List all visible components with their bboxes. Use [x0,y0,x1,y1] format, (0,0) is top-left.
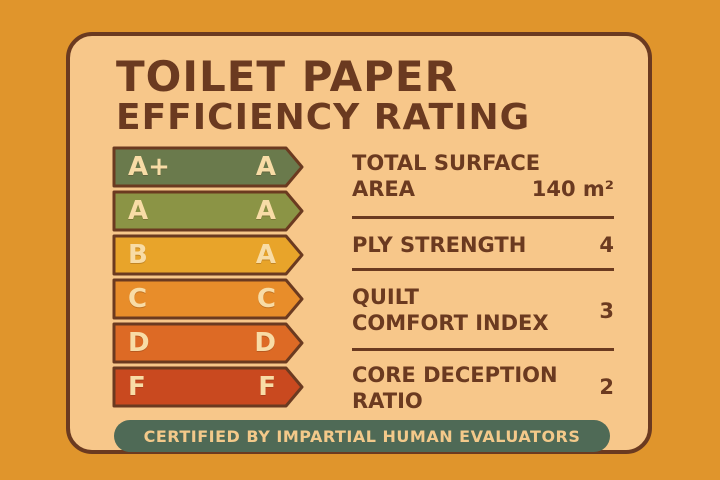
attribute-core-deception-ratio: CORE DECEPTION RATIO 2 [352,360,614,416]
attribute-label-line1: TOTAL SURFACE [352,151,541,175]
rating-arrow-1 [112,190,304,232]
rating-score-label: A [255,240,276,270]
divider [352,216,614,219]
attribute-quilt-comfort-index: QUILT COMFORT INDEX 3 [352,282,614,338]
rating-arrow-0 [112,146,304,188]
divider [352,348,614,351]
attribute-label-line1: QUILT [352,285,419,309]
rating-arrow-3 [112,278,304,320]
rating-class-label: D [128,328,150,358]
title-line-2: EFFICIENCY RATING [116,97,531,138]
attribute-label-line1: CORE DECEPTION [352,363,558,387]
rating-card: TOILET PAPER EFFICIENCY RATING A+ A A A B A C C… [66,32,652,454]
attribute-label-line2: COMFORT INDEX [352,311,549,335]
attribute-value: 140 m² [531,177,614,201]
certification-banner: CERTIFIED BY IMPARTIAL HUMAN EVALUATORS [114,420,610,452]
rating-class-label: A [128,196,149,226]
rating-class-label: C [128,284,148,314]
attribute-value: 4 [599,233,614,257]
attribute-value: 2 [599,375,614,399]
rating-score-label: A [255,152,276,182]
rating-score-label: D [254,328,276,358]
attribute-total-surface-area: TOTAL SURFACE AREA 140 m² [352,148,614,204]
divider [352,268,614,271]
attribute-label-line1: PLY STRENGTH [352,233,527,257]
rating-bars-graphic [112,146,304,408]
rating-arrow-4 [112,322,304,364]
rating-bars: A+ A A A B A C C D D F F [112,146,312,412]
title-line-1: TOILET PAPER [116,52,458,101]
attribute-value: 3 [599,299,614,323]
rating-class-label: F [128,372,146,402]
rating-arrow-2 [112,234,304,276]
attribute-label-line2: RATIO [352,389,423,413]
attribute-label-line2: AREA [352,177,416,201]
attribute-ply-strength: PLY STRENGTH 4 [352,230,614,260]
rating-row: A+ A [112,148,298,186]
rating-score-label: C [256,284,276,314]
rating-class-label: A+ [128,152,170,182]
rating-score-label: F [258,372,276,402]
rating-arrow-5 [112,366,304,408]
rating-score-label: A [255,196,276,226]
rating-class-label: B [128,240,148,270]
